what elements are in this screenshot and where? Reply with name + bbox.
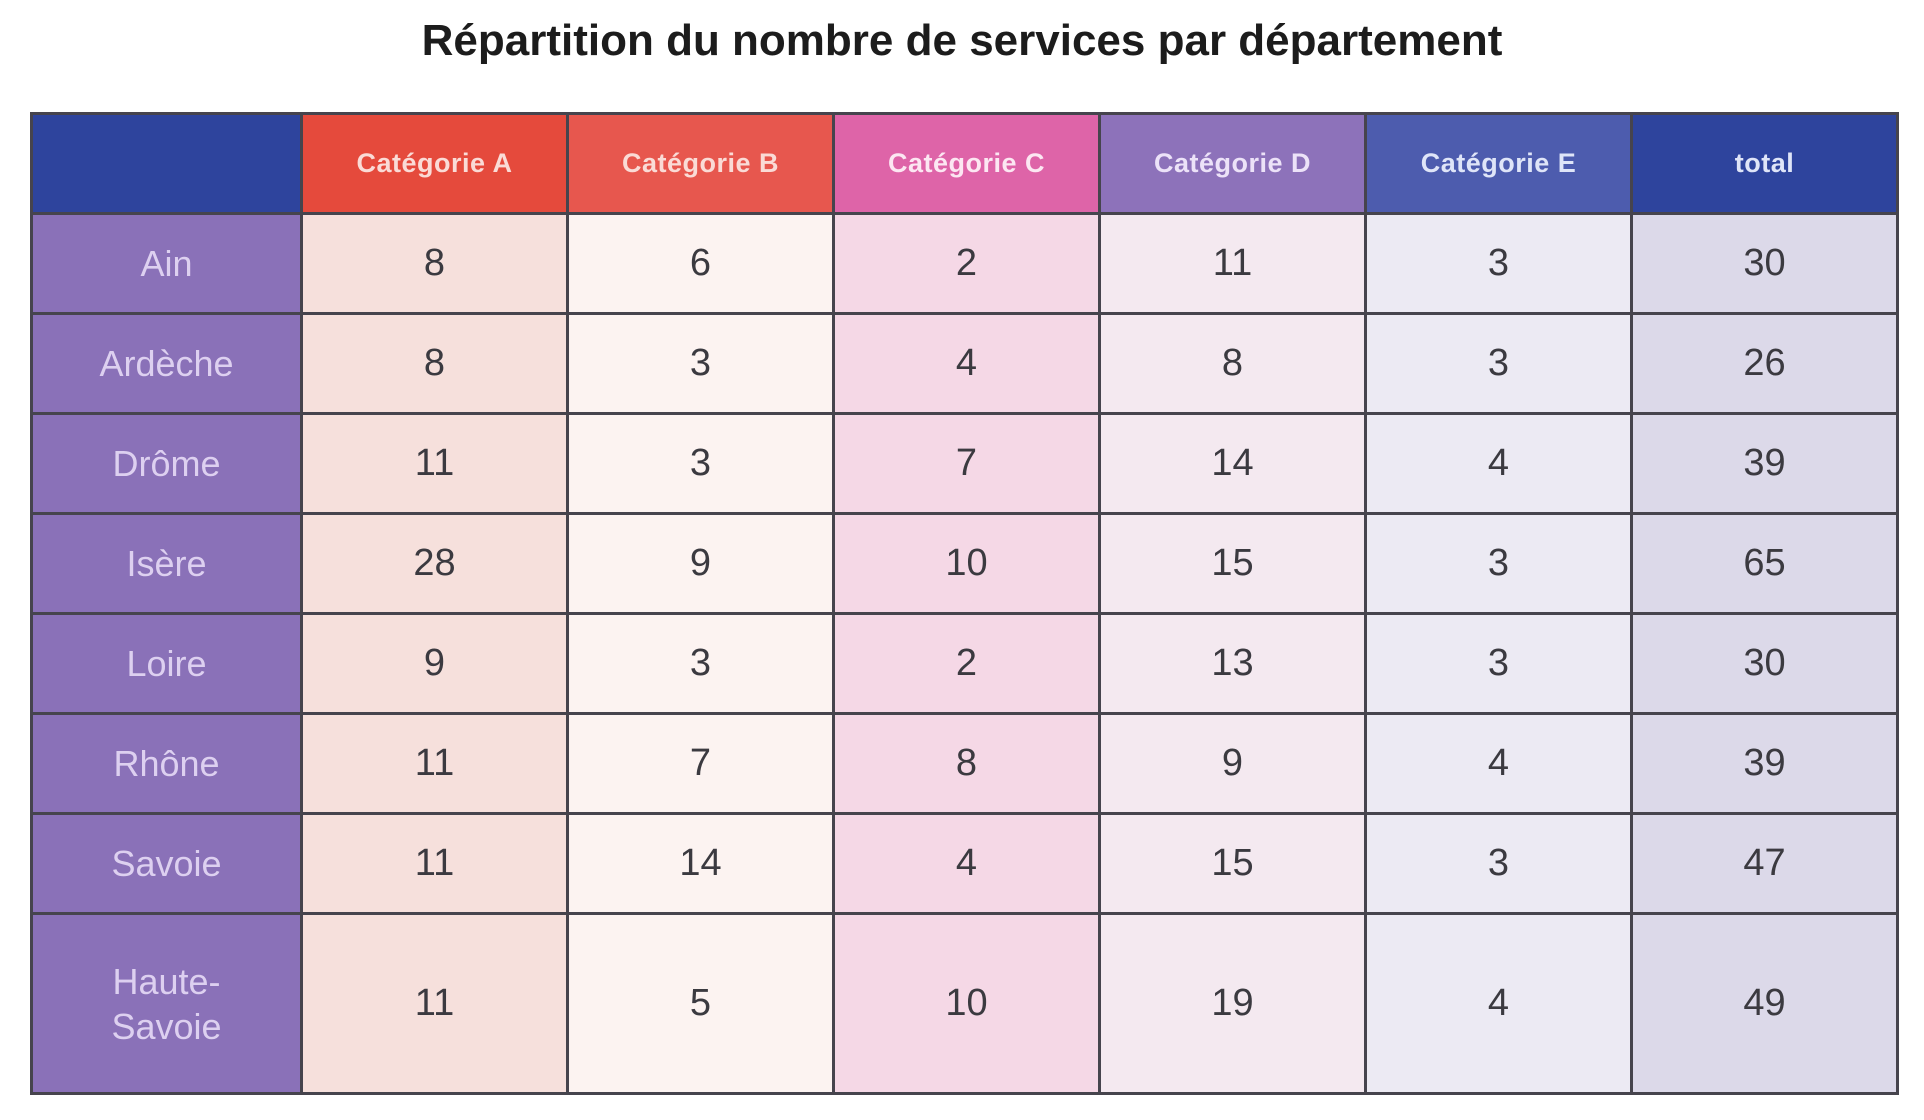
cell: 14 <box>566 812 835 915</box>
row-header: Isère <box>30 512 303 615</box>
cell: 10 <box>832 512 1101 615</box>
cell: 4 <box>1364 412 1633 515</box>
column-header: Catégorie B <box>566 112 835 215</box>
cell: 2 <box>832 612 1101 715</box>
column-header: Catégorie E <box>1364 112 1633 215</box>
cell: 4 <box>832 812 1101 915</box>
cell: 8 <box>300 212 569 315</box>
cell: 65 <box>1630 512 1899 615</box>
cell: 7 <box>566 712 835 815</box>
cell: 4 <box>1364 712 1633 815</box>
cell: 9 <box>1098 712 1367 815</box>
cell: 14 <box>1098 412 1367 515</box>
cell: 13 <box>1098 612 1367 715</box>
table-row: Rhône 11 7 8 9 4 39 <box>30 712 1899 815</box>
cell: 11 <box>1098 212 1367 315</box>
row-header: Loire <box>30 612 303 715</box>
cell: 7 <box>832 412 1101 515</box>
column-header: Catégorie C <box>832 112 1101 215</box>
row-header: Ain <box>30 212 303 315</box>
cell: 47 <box>1630 812 1899 915</box>
header-row: Catégorie A Catégorie B Catégorie C Catégor… <box>30 112 1899 215</box>
table-row: Isère 28 9 10 15 3 65 <box>30 512 1899 615</box>
table-head: Catégorie A Catégorie B Catégorie C Catégor… <box>30 112 1899 215</box>
cell: 39 <box>1630 712 1899 815</box>
cell: 4 <box>1364 912 1633 1095</box>
table-row: Ardèche 8 3 4 8 3 26 <box>30 312 1899 415</box>
cell: 4 <box>832 312 1101 415</box>
cell: 39 <box>1630 412 1899 515</box>
cell: 11 <box>300 812 569 915</box>
cell: 2 <box>832 212 1101 315</box>
row-header: Drôme <box>30 412 303 515</box>
cell: 26 <box>1630 312 1899 415</box>
cell: 6 <box>566 212 835 315</box>
table-body: Ain 8 6 2 11 3 30 Ardèche 8 3 4 8 3 26 Drôme 11 3 7 14 4 39 I… <box>30 212 1899 1095</box>
cell: 15 <box>1098 512 1367 615</box>
cell: 3 <box>566 412 835 515</box>
table-row: Ain 8 6 2 11 3 30 <box>30 212 1899 315</box>
cell: 30 <box>1630 612 1899 715</box>
cell: 5 <box>566 912 835 1095</box>
cell: 49 <box>1630 912 1899 1095</box>
cell: 8 <box>832 712 1101 815</box>
table-row: Savoie 11 14 4 15 3 47 <box>30 812 1899 915</box>
cell: 19 <box>1098 912 1367 1095</box>
cell: 15 <box>1098 812 1367 915</box>
cell: 10 <box>832 912 1101 1095</box>
cell: 8 <box>300 312 569 415</box>
cell: 3 <box>566 312 835 415</box>
cell: 28 <box>300 512 569 615</box>
cell: 11 <box>300 712 569 815</box>
services-table: Catégorie A Catégorie B Catégorie C Catégor… <box>30 112 1899 1095</box>
column-header: total <box>1630 112 1899 215</box>
column-header: Catégorie A <box>300 112 569 215</box>
cell: 3 <box>1364 312 1633 415</box>
cell: 9 <box>300 612 569 715</box>
table-row: Drôme 11 3 7 14 4 39 <box>30 412 1899 515</box>
cell: 11 <box>300 912 569 1095</box>
cell: 3 <box>1364 212 1633 315</box>
cell: 3 <box>566 612 835 715</box>
cell: 30 <box>1630 212 1899 315</box>
cell: 3 <box>1364 612 1633 715</box>
column-header: Catégorie D <box>1098 112 1367 215</box>
row-header: Haute- Savoie <box>30 912 303 1095</box>
table-row: Loire 9 3 2 13 3 30 <box>30 612 1899 715</box>
row-header: Rhône <box>30 712 303 815</box>
cell: 11 <box>300 412 569 515</box>
cell: 3 <box>1364 812 1633 915</box>
page-title: Répartition du nombre de services par dé… <box>421 16 1503 65</box>
row-header: Ardèche <box>30 312 303 415</box>
cell: 8 <box>1098 312 1367 415</box>
corner-header <box>30 112 303 215</box>
cell: 9 <box>566 512 835 615</box>
row-header: Savoie <box>30 812 303 915</box>
cell: 3 <box>1364 512 1633 615</box>
table-row: Haute- Savoie 11 5 10 19 4 49 <box>30 912 1899 1095</box>
